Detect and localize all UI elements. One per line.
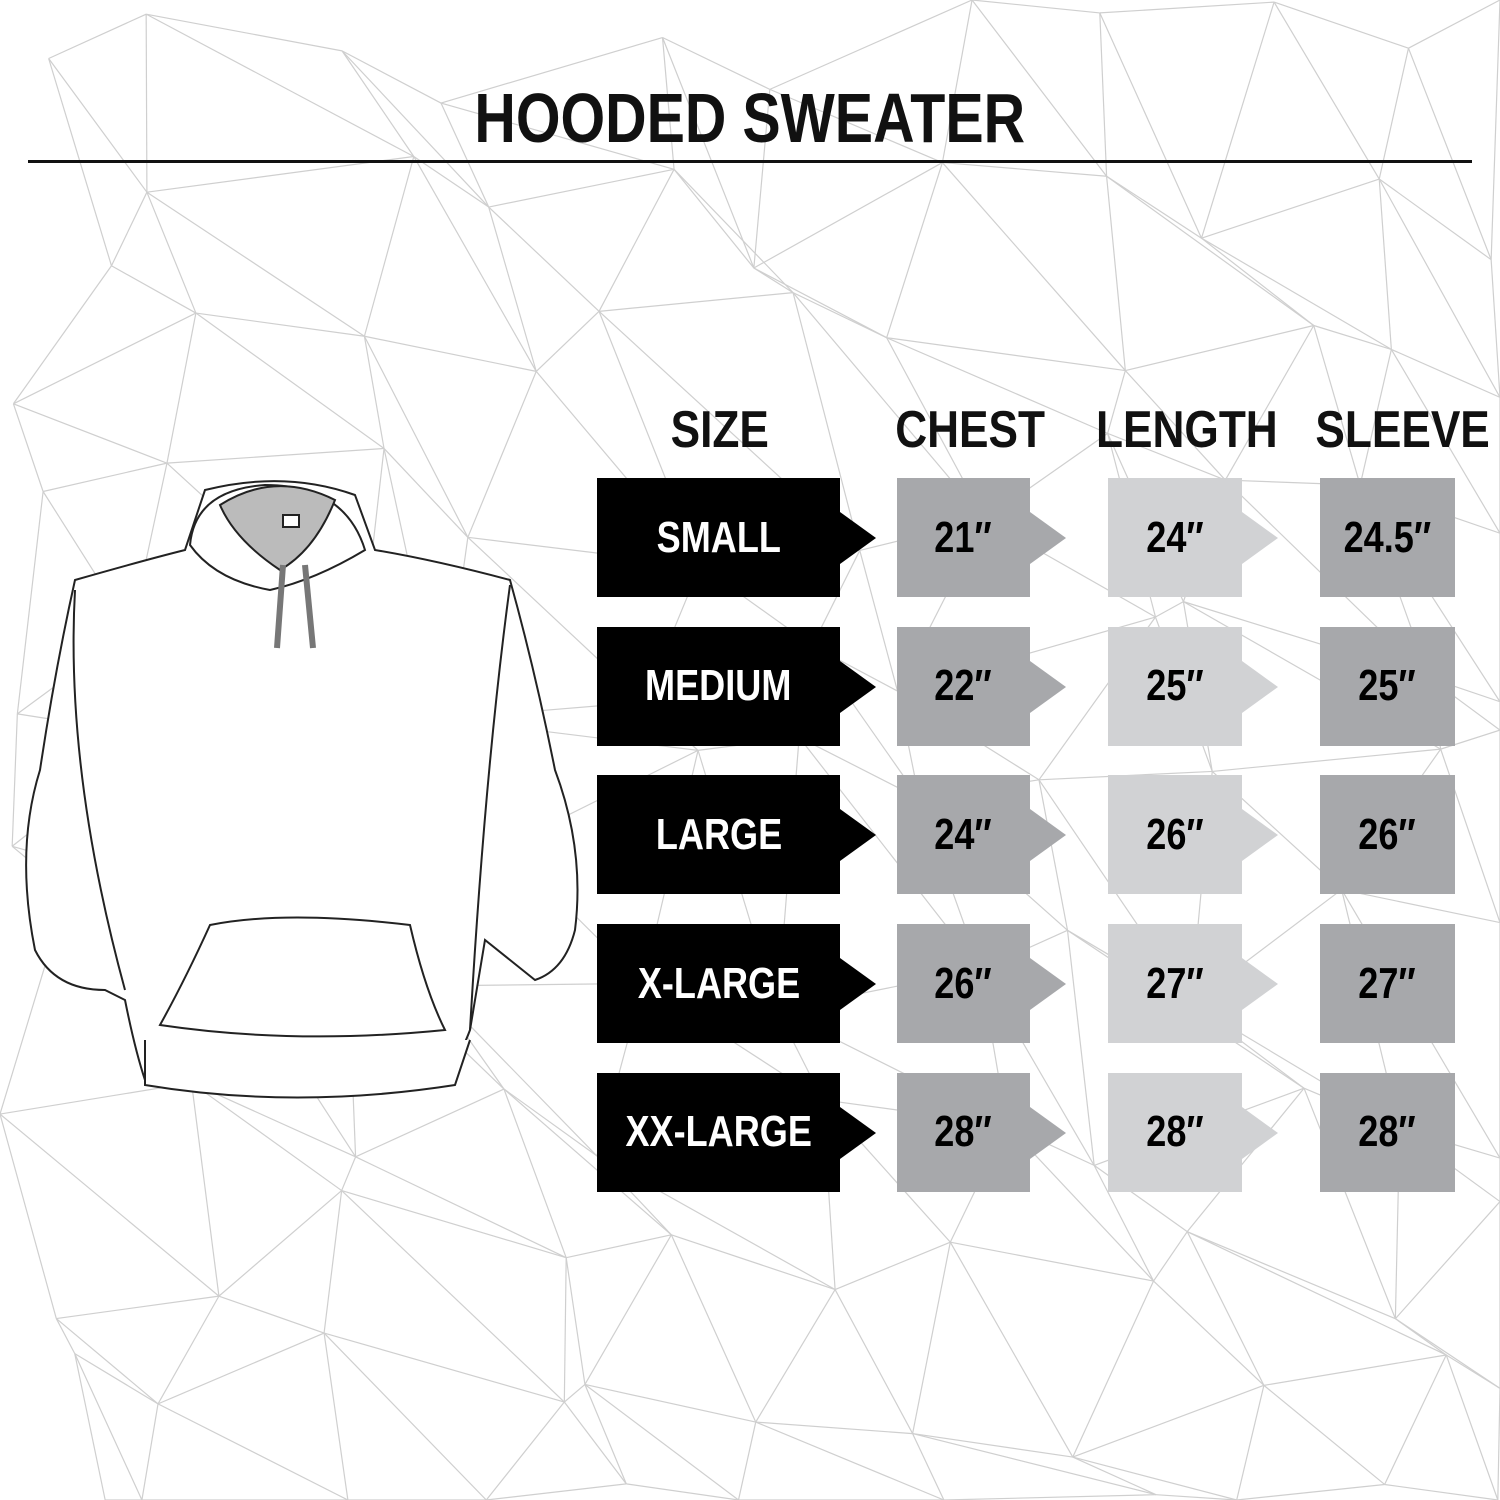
length-cell: 24″: [1108, 478, 1242, 597]
size-cell: MEDIUM: [597, 626, 840, 746]
size-cell: XX-LARGE: [597, 1072, 840, 1192]
arrow-right-icon: [1242, 512, 1278, 564]
arrow-right-icon: [840, 809, 876, 862]
sleeve-cell: 25″: [1320, 626, 1455, 746]
sleeve-cell: 28″: [1320, 1072, 1455, 1192]
arrow-right-icon: [1030, 660, 1066, 713]
chest-cell: 26″: [897, 924, 1030, 1044]
size-cell: SMALL: [597, 478, 840, 597]
arrow-right-icon: [840, 958, 876, 1011]
chest-cell: 24″: [897, 775, 1030, 895]
chest-cell: 21″: [897, 478, 1030, 597]
arrow-right-icon: [840, 512, 876, 564]
chest-value: 21″: [934, 512, 993, 562]
arrow-right-icon: [1030, 512, 1066, 564]
hoodie-illustration: [25, 480, 579, 1099]
sleeve-cell: 27″: [1320, 924, 1455, 1044]
arrow-right-icon: [1242, 809, 1278, 862]
arrow-right-icon: [1242, 958, 1278, 1011]
sleeve-value: 25″: [1358, 661, 1417, 711]
chest-value: 24″: [934, 809, 993, 859]
length-cell: 26″: [1108, 775, 1242, 895]
chest-value: 28″: [934, 1107, 993, 1157]
sleeve-value: 26″: [1358, 809, 1417, 859]
length-value: 24″: [1146, 512, 1204, 562]
sleeve-value: 24.5″: [1343, 512, 1432, 562]
header-sleeve: SLEEVE: [1315, 401, 1490, 459]
page-title: HOODED SWEATER: [474, 79, 1026, 157]
header-size: SIZE: [670, 401, 770, 459]
sleeve-cell: 24.5″: [1320, 478, 1455, 597]
arrow-right-icon: [1030, 809, 1066, 862]
arrow-right-icon: [1030, 1106, 1066, 1159]
size-value: MEDIUM: [645, 661, 792, 711]
size-cell: LARGE: [597, 775, 840, 895]
arrow-right-icon: [840, 660, 876, 713]
chest-value: 22″: [934, 661, 993, 711]
length-value: 28″: [1146, 1107, 1204, 1157]
length-cell: 28″: [1108, 1072, 1242, 1192]
sleeve-cell: 26″: [1320, 775, 1455, 895]
size-value: SMALL: [656, 512, 781, 562]
length-cell: 27″: [1108, 924, 1242, 1044]
size-value: X-LARGE: [637, 958, 800, 1008]
chest-cell: 28″: [897, 1072, 1030, 1192]
header-length: LENGTH: [1096, 401, 1278, 459]
arrow-right-icon: [840, 1106, 876, 1159]
length-value: 26″: [1146, 809, 1204, 859]
size-value: XX-LARGE: [625, 1107, 812, 1157]
length-value: 27″: [1146, 958, 1204, 1008]
chest-value: 26″: [934, 958, 993, 1008]
chest-cell: 22″: [897, 626, 1030, 746]
arrow-right-icon: [1242, 1106, 1278, 1159]
length-cell: 25″: [1108, 626, 1242, 746]
sleeve-value: 28″: [1358, 1107, 1417, 1157]
size-cell: X-LARGE: [597, 924, 840, 1044]
header-chest: CHEST: [895, 401, 1045, 459]
sleeve-value: 27″: [1358, 958, 1417, 1008]
title-divider: [28, 160, 1472, 163]
arrow-right-icon: [1030, 958, 1066, 1011]
arrow-right-icon: [1242, 660, 1278, 713]
size-value: LARGE: [655, 809, 782, 859]
length-value: 25″: [1146, 661, 1204, 711]
